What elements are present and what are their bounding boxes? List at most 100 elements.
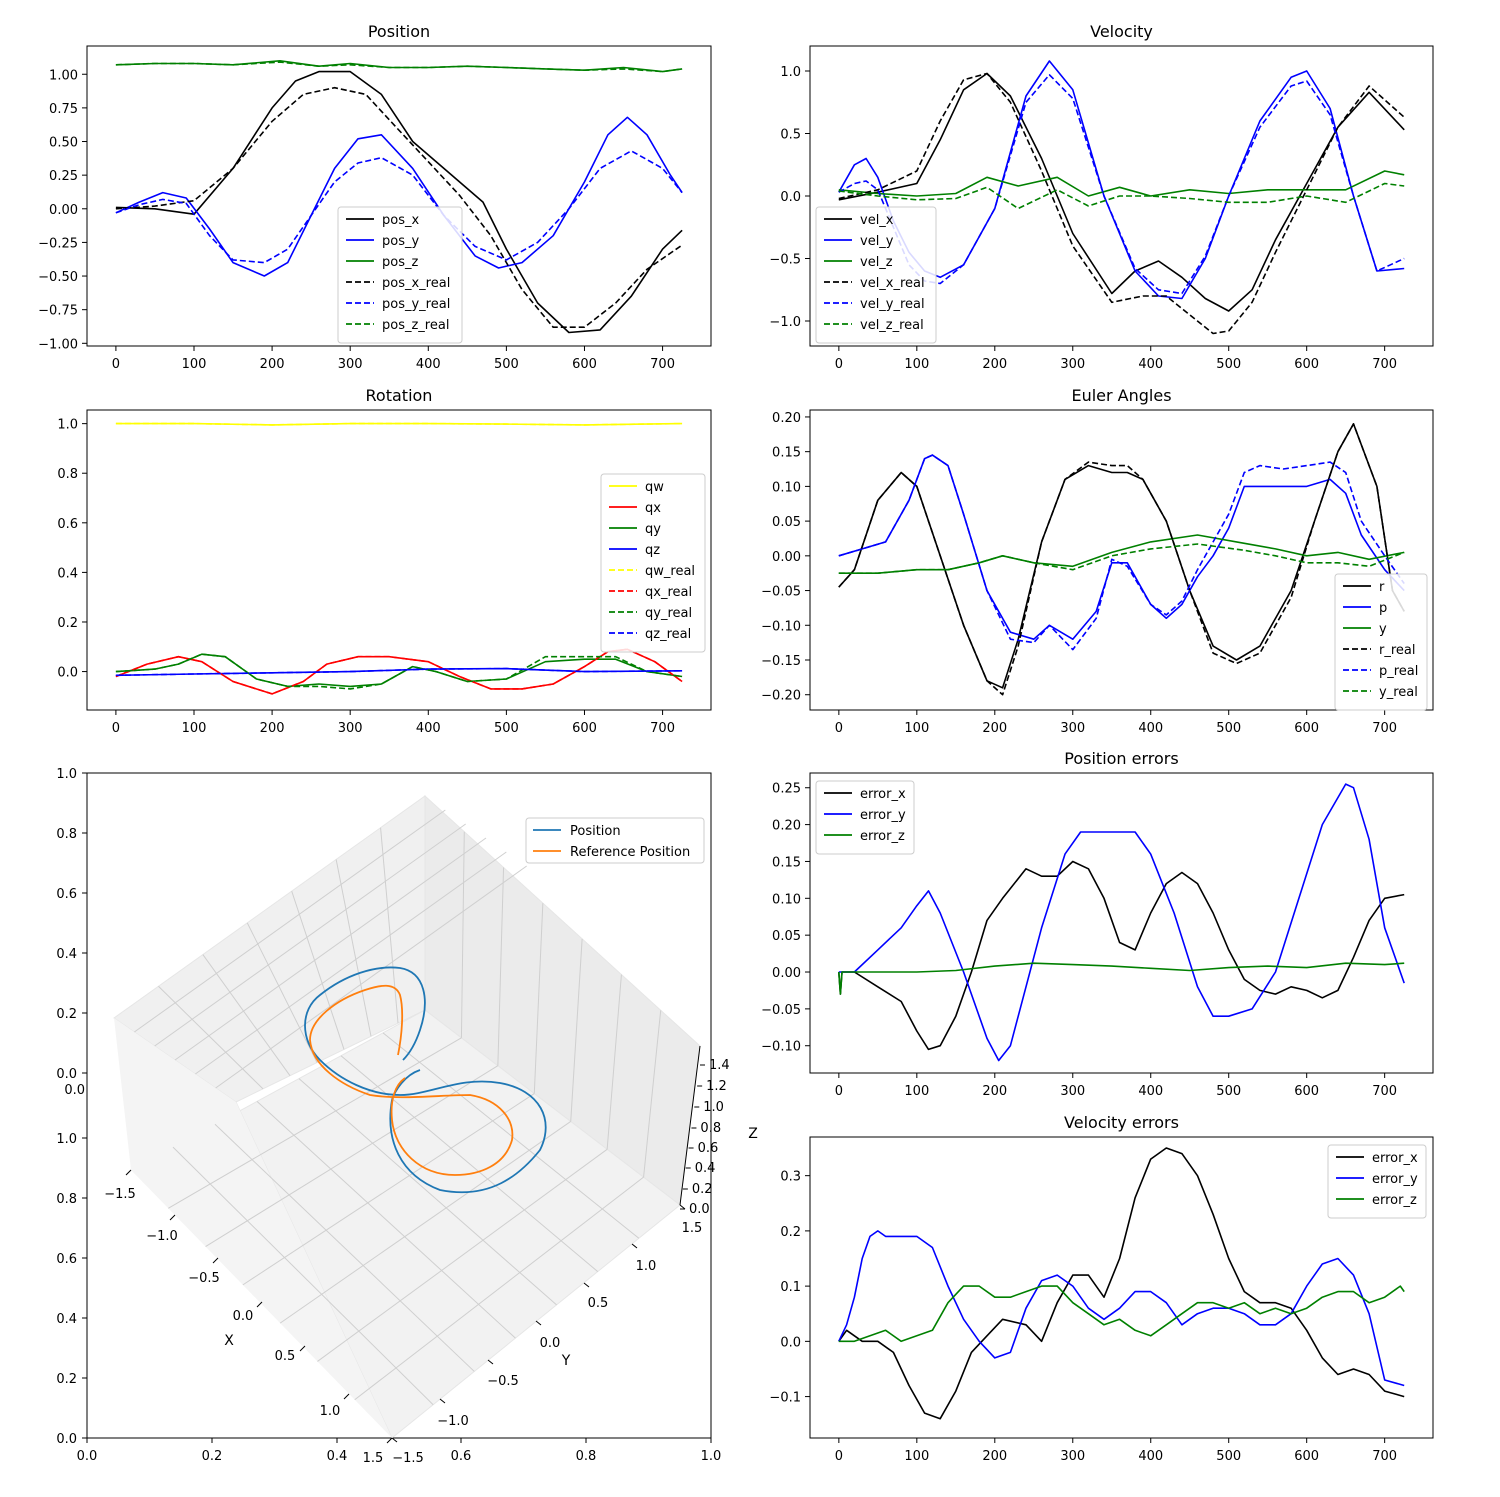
z-axis-tick-label: 1.4 [709, 1058, 730, 1073]
x-tick-label: 400 [416, 721, 441, 736]
3d-axis-labels: 0.0 0.2 0.4 0.6 0.8 1.0 1.0 0.8 0.6 0.4 0.2 0.0 1.0 0… [56, 767, 757, 1466]
series-line-y [838, 534, 1405, 575]
position-title: Position [368, 22, 430, 41]
legend-label-r_real: r_real [1379, 643, 1415, 658]
velocity-legend: vel_x vel_y vel_z vel_x_real vel_y_real vel_z… [815, 206, 937, 344]
left-pane-gridline [291, 890, 345, 1050]
legend-label-vel_x: vel_x [860, 213, 894, 228]
x-tick-label: 600 [1294, 357, 1319, 372]
y-tick-label: −0.75 [38, 304, 78, 319]
y-tick-label: −0.50 [38, 270, 78, 285]
rotation-chart: Rotation 0 100 200 300 400 500 600 700 0.0 0.2 0.4 0… [57, 386, 712, 736]
right-pane-gridline [643, 1010, 662, 1178]
x-tick-label: 600 [572, 357, 597, 372]
series-line-vel_z [838, 170, 1405, 197]
y-tick-label: 0.00 [49, 203, 78, 218]
position-errors-legend: error_x error_y error_z [815, 780, 915, 855]
x-tick-label: 0 [835, 1449, 843, 1464]
y-axis-tick [631, 1243, 638, 1249]
z-axis-tick-label: 1.2 [706, 1079, 727, 1094]
x-tick-label: 100 [904, 357, 929, 372]
y-tick-label: 0.05 [772, 929, 801, 944]
z-axis-line [679, 1045, 701, 1206]
x-tick-label: 200 [982, 1084, 1007, 1099]
x-tick-label: 300 [1060, 357, 1085, 372]
y-tick-label: −0.05 [761, 585, 801, 600]
legend-box [337, 206, 463, 344]
3d-gridlines [134, 809, 662, 1406]
y-axis-tick-label: 0.5 [588, 1296, 609, 1311]
y-tick-label: −0.5 [769, 253, 801, 268]
legend-label-qy_real: qy_real [645, 606, 692, 621]
outer-y-tick-label: 0.2 [56, 1372, 77, 1387]
z-axis-tick-label: 0.2 [692, 1182, 713, 1197]
y-tick-label: 1.0 [780, 65, 801, 80]
x-tick-label: 500 [1216, 1449, 1241, 1464]
outer-x-tick-label: 0.2 [202, 1449, 223, 1464]
x-tick-label: 400 [1138, 1084, 1163, 1099]
x-tick-label: 300 [1060, 721, 1085, 736]
outer-x-tick-label-partial: 0.0 [64, 1083, 85, 1098]
x-axis-tick-label: 0.5 [275, 1349, 296, 1364]
floor-gridline [340, 1055, 599, 1272]
outer-y-tick-label: 0.6 [56, 887, 77, 902]
floor-gridline [168, 1037, 462, 1209]
euler-title: Euler Angles [1071, 386, 1171, 405]
y-tick-label: −0.10 [761, 1040, 801, 1055]
x-tick-label: 700 [650, 721, 675, 736]
x-tick-label: 300 [1060, 1449, 1085, 1464]
x-tick-label: 500 [494, 721, 519, 736]
y-tick-label: 0.25 [772, 782, 801, 797]
y-axis-tick-label: −0.5 [487, 1374, 519, 1389]
velocity-errors-series [838, 1147, 1405, 1420]
legend-label: Position [570, 824, 621, 839]
series-line-qy [115, 653, 683, 688]
y-axis-tick [487, 1359, 494, 1365]
floor-gridline [214, 1123, 475, 1372]
legend-label-vel_y: vel_y [860, 234, 894, 249]
floor-gridline [298, 1078, 557, 1306]
rotation-axes-frame [86, 409, 712, 711]
legend-label-qz_real: qz_real [645, 627, 691, 642]
y-tick-label: 0.20 [772, 819, 801, 834]
y-tick-label: 0.10 [772, 892, 801, 907]
rotation-legend: qw qx qy qz qw_real qx_real qy_real qz_real [600, 473, 706, 653]
x-axis-tick [125, 1169, 132, 1176]
z-axis-label: Z [748, 1126, 758, 1142]
trajectory-reference-position [309, 984, 514, 1176]
x-axis-tick [169, 1214, 176, 1221]
series-line-vel_x_real [838, 72, 1405, 335]
y-tick-label: −1.0 [769, 315, 801, 330]
outer-x-tick-label: 0.0 [77, 1449, 98, 1464]
floor-gridline [172, 1146, 434, 1406]
x-tick-label: 100 [904, 1449, 929, 1464]
x-tick-label: 400 [1138, 357, 1163, 372]
y-tick-label: 0.0 [780, 1335, 801, 1350]
velocity-errors-chart: Velocity errors 0 100 200 300 400 500 600 700 −0.… [769, 1113, 1434, 1464]
left-pane-gridline [215, 865, 527, 1089]
position-errors-title: Position errors [1064, 749, 1178, 768]
left-pane-gridline [195, 851, 507, 1075]
y-tick-label: 0.4 [57, 566, 78, 581]
x-axis-tick-label: 1.0 [320, 1404, 341, 1419]
position-errors-axes-frame [809, 772, 1434, 1074]
x-tick-label: 500 [1216, 357, 1241, 372]
y-tick-label: −0.20 [761, 689, 801, 704]
legend-box [1334, 573, 1428, 711]
x-tick-label: 700 [650, 357, 675, 372]
z-axis-tick-label: 0.6 [698, 1141, 719, 1156]
y-tick-label: 0.3 [780, 1170, 801, 1185]
y-tick-label: 0.15 [772, 855, 801, 870]
x-tick-label: 0 [835, 357, 843, 372]
legend-label-y: y [1379, 622, 1387, 637]
x-tick-label: 700 [1372, 1084, 1397, 1099]
series-line-pos_y [115, 116, 683, 277]
position-legend: pos_x pos_y pos_z pos_x_real pos_y_real pos_z… [337, 206, 463, 344]
legend-label-y_real: y_real [1379, 685, 1418, 700]
legend-label-vel_y_real: vel_y_real [860, 297, 925, 312]
x-tick-label: 0 [112, 357, 120, 372]
y-tick-label: 1.0 [57, 418, 78, 433]
x-tick-label: 300 [338, 357, 363, 372]
legend-label-r: r [1379, 580, 1385, 595]
